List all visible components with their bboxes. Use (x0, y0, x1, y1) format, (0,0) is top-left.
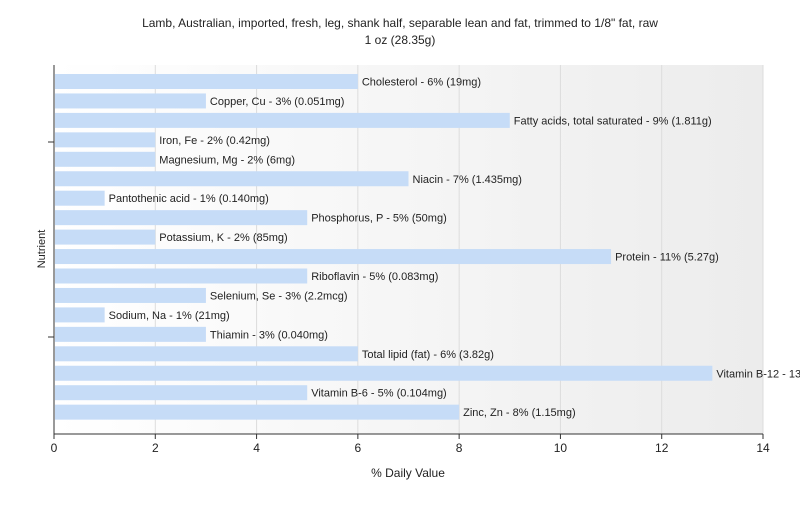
bar-label: Protein - 11% (5.27g) (615, 252, 719, 264)
bar-label: Potassium, K - 2% (85mg) (159, 232, 287, 244)
bar-label: Copper, Cu - 3% (0.051mg) (210, 96, 345, 108)
chart-subtitle: 1 oz (28.35g) (365, 33, 436, 47)
x-tick-label: 14 (756, 441, 770, 455)
axes-group: 0 2 4 6 8 10 12 14 (48, 65, 770, 455)
bar-label: Vitamin B-12 - 13% (0.78mcg) (716, 368, 800, 380)
x-tick-label: 0 (51, 441, 58, 455)
bar (55, 326, 206, 342)
bar (55, 210, 308, 226)
chart-title: Lamb, Australian, imported, fresh, leg, … (142, 16, 658, 30)
bar-label: Thiamin - 3% (0.040mg) (210, 329, 328, 341)
bar (55, 268, 308, 284)
x-tick-label: 10 (554, 441, 568, 455)
bar-label: Magnesium, Mg - 2% (6mg) (159, 154, 295, 166)
bar (55, 151, 156, 167)
x-tick-label: 8 (456, 441, 463, 455)
bar (55, 190, 105, 206)
bar-label: Sodium, Na - 1% (21mg) (109, 310, 230, 322)
bar-label: Cholesterol - 6% (19mg) (362, 77, 481, 89)
x-tick-label: 6 (355, 441, 362, 455)
bar-label: Pantothenic acid - 1% (0.140mg) (109, 193, 269, 205)
bar-label: Riboflavin - 5% (0.083mg) (311, 271, 438, 283)
bar (55, 365, 713, 381)
x-tick-label: 12 (655, 441, 669, 455)
bar-label: Zinc, Zn - 8% (1.15mg) (463, 407, 575, 419)
bar (55, 171, 409, 187)
bar-label: Selenium, Se - 3% (2.2mcg) (210, 290, 348, 302)
x-tick-label: 2 (152, 441, 159, 455)
bar-label: Niacin - 7% (1.435mg) (413, 174, 522, 186)
x-axis-label: % Daily Value (371, 466, 445, 480)
bar (55, 404, 460, 420)
bar-label: Vitamin B-6 - 5% (0.104mg) (311, 388, 447, 400)
bar-label: Phosphorus, P - 5% (50mg) (311, 213, 447, 225)
bar-label: Total lipid (fat) - 6% (3.82g) (362, 349, 494, 361)
bar-label: Iron, Fe - 2% (0.42mg) (159, 135, 270, 147)
bar-label: Fatty acids, total saturated - 9% (1.811… (514, 115, 712, 127)
bar (55, 346, 358, 362)
bar (55, 112, 510, 128)
y-axis-label: Nutrient (36, 230, 48, 269)
bar (55, 93, 206, 109)
bar (55, 385, 308, 401)
bar (55, 132, 156, 148)
bar (55, 307, 105, 323)
bar (55, 229, 156, 245)
x-tick-label: 4 (253, 441, 260, 455)
bar (55, 249, 612, 265)
bar (55, 287, 206, 303)
bars-group: Cholesterol - 6% (19mg) Copper, Cu - 3% (… (55, 74, 800, 420)
bar (55, 74, 358, 89)
